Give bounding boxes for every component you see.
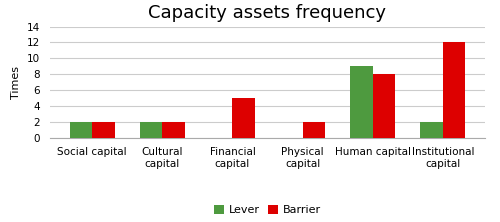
Bar xyxy=(420,122,443,138)
Title: Capacity assets frequency: Capacity assets frequency xyxy=(148,4,386,22)
Bar xyxy=(70,122,92,138)
Bar xyxy=(302,122,325,138)
Bar xyxy=(162,122,185,138)
Bar xyxy=(372,74,395,138)
Legend: Lever, Barrier: Lever, Barrier xyxy=(210,201,326,220)
Bar xyxy=(350,66,372,138)
Y-axis label: Times: Times xyxy=(12,66,22,99)
Bar xyxy=(92,122,114,138)
Bar xyxy=(443,42,465,138)
Bar xyxy=(140,122,162,138)
Bar xyxy=(232,98,255,138)
